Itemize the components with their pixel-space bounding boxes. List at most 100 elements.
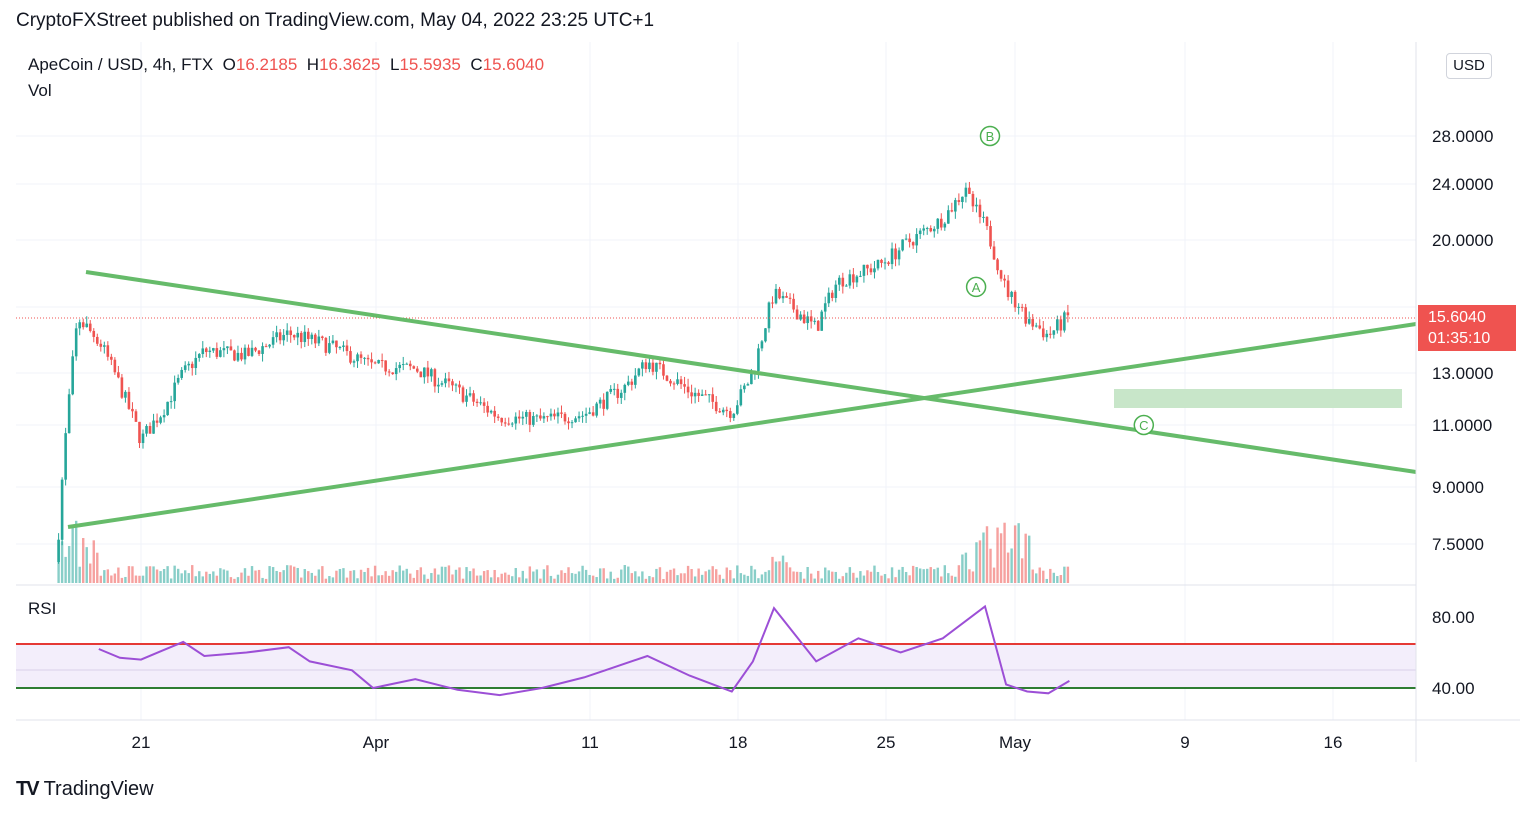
volume-bar xyxy=(1049,568,1052,583)
candle-body xyxy=(795,309,799,320)
volume-bar xyxy=(423,574,426,583)
candle-body xyxy=(64,433,67,480)
candle-body xyxy=(890,248,894,265)
candle-body xyxy=(936,218,940,229)
candle-body xyxy=(134,411,138,422)
volume-bar xyxy=(567,567,570,583)
candle-body xyxy=(873,268,876,273)
volume-bar xyxy=(113,573,117,583)
volume-bar xyxy=(577,571,581,583)
candle-body xyxy=(939,218,943,228)
volume-bar xyxy=(370,576,373,583)
volume-bar xyxy=(817,570,820,583)
candle-body xyxy=(74,328,78,357)
candle-body xyxy=(690,392,693,397)
candle-body xyxy=(394,368,398,375)
volume-bar xyxy=(739,573,743,583)
candle-body xyxy=(904,238,908,240)
volume-bar xyxy=(257,569,261,583)
volume-bar xyxy=(268,566,271,583)
currency-button[interactable]: USD xyxy=(1446,53,1492,79)
candle-body xyxy=(292,335,296,338)
candle-body xyxy=(180,369,183,378)
candle-body xyxy=(785,296,788,298)
price-tick-label: 24.0000 xyxy=(1432,175,1493,194)
volume-bar xyxy=(117,567,120,583)
candle-body xyxy=(264,346,268,348)
high-label: H xyxy=(306,55,320,74)
volume-bar xyxy=(293,566,296,583)
candle-body xyxy=(539,415,542,419)
volume-bar xyxy=(345,577,349,583)
candle-body xyxy=(947,210,950,224)
volume-bar xyxy=(1020,558,1024,583)
candle-body xyxy=(728,411,732,418)
volume-bar xyxy=(451,574,454,583)
volume-bar xyxy=(598,568,602,583)
candle-body xyxy=(159,417,162,423)
candle-body xyxy=(155,420,159,423)
candle-body xyxy=(370,359,373,363)
volume-bar xyxy=(461,578,465,583)
candle-body xyxy=(489,410,493,413)
volume-bar xyxy=(809,573,813,583)
footer[interactable]: TV TradingView xyxy=(16,778,154,801)
candle-body xyxy=(827,292,831,304)
volume-bar xyxy=(813,578,816,583)
volume-bar xyxy=(736,565,739,583)
volume-bar xyxy=(405,568,408,583)
volume-bar xyxy=(184,570,187,583)
volume-bar xyxy=(205,571,208,583)
volume-bar xyxy=(296,567,299,583)
candle-body xyxy=(634,375,637,385)
candle-body xyxy=(672,383,676,385)
volume-bar xyxy=(876,571,880,583)
candle-body xyxy=(349,351,352,363)
candle-body xyxy=(693,392,697,397)
volume-bar xyxy=(887,578,890,583)
ohlc-legend: ApeCoin / USD, 4h, FTX O16.2185 H16.3625… xyxy=(28,55,544,75)
volume-bar xyxy=(1028,535,1031,583)
candle-body xyxy=(848,274,852,286)
candle-body xyxy=(521,416,525,419)
close-label: C xyxy=(470,55,483,74)
candle-body xyxy=(925,228,929,230)
volume-bar xyxy=(254,570,257,583)
candle-body xyxy=(711,394,714,402)
candle-body xyxy=(296,332,300,338)
volume-bar xyxy=(317,569,321,583)
candle-body xyxy=(943,223,947,228)
candle-body xyxy=(746,384,750,386)
volume-bar xyxy=(1024,533,1027,583)
volume-bar xyxy=(496,577,500,583)
candle-body xyxy=(1006,280,1010,298)
candle-body xyxy=(721,409,725,413)
volume-bar xyxy=(848,567,852,583)
time-tick-label: 25 xyxy=(877,733,896,752)
volume-bar xyxy=(110,575,113,583)
volume-bar xyxy=(753,569,757,583)
volume-bar xyxy=(778,561,781,583)
volume-bar xyxy=(145,566,148,583)
candle-body xyxy=(823,303,827,312)
candle-body xyxy=(676,379,679,384)
volume-bar xyxy=(398,565,401,583)
volume-bar xyxy=(191,565,194,583)
volume-bar xyxy=(454,569,458,583)
volume-bar xyxy=(342,568,345,583)
volume-bar xyxy=(602,568,605,583)
candle-body xyxy=(1017,306,1020,308)
candle-body xyxy=(183,365,187,370)
volume-bar xyxy=(560,570,563,583)
candle-body xyxy=(662,364,665,376)
candle-body xyxy=(975,204,978,207)
candle-body xyxy=(950,210,954,212)
volume-bar xyxy=(609,571,612,583)
volume-bar xyxy=(669,569,672,583)
candle-body xyxy=(162,415,166,418)
candle-body xyxy=(194,357,198,369)
wave-labels: A B C xyxy=(965,125,1155,436)
candle-body xyxy=(855,276,859,283)
candle-body xyxy=(419,371,423,378)
